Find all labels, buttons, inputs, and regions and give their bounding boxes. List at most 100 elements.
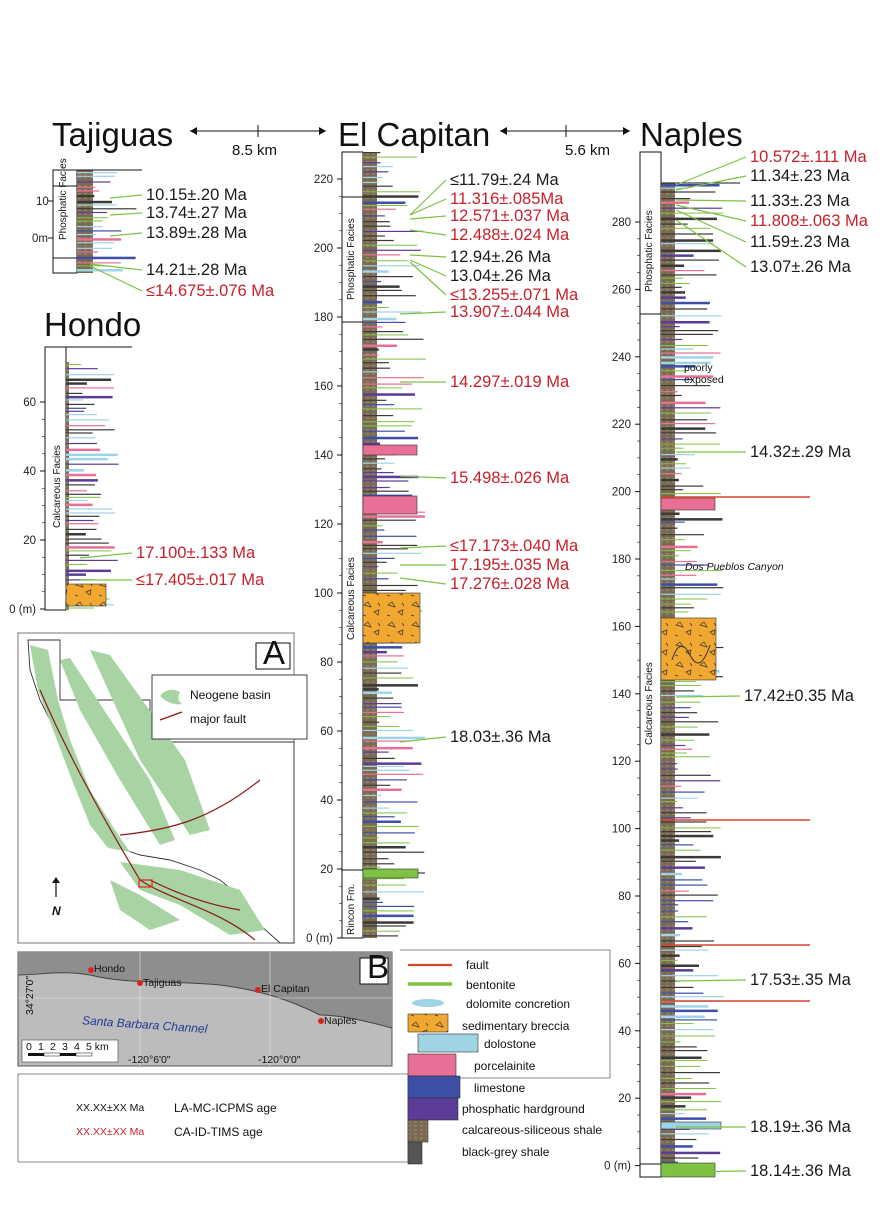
bed: [66, 453, 118, 457]
bed: [661, 817, 691, 819]
bed: [661, 212, 724, 214]
bed: [363, 300, 382, 304]
bed: [661, 527, 678, 529]
bed: [661, 423, 716, 425]
bed: [661, 744, 686, 747]
age-sample-black: XX.XX±XX Ma: [76, 1102, 144, 1114]
bed: [363, 515, 425, 518]
bed: [363, 688, 379, 691]
bed: [363, 561, 387, 563]
bed: [66, 490, 87, 492]
bed: [661, 438, 683, 440]
bed: [661, 560, 697, 563]
bed: [363, 348, 379, 351]
bed: [363, 807, 389, 809]
bed: [661, 756, 711, 758]
age-label-naples: 10.572±.111 Ma: [750, 148, 868, 166]
age-label-elcapitan: 15.498±.026 Ma: [450, 469, 570, 487]
north-arrow-label: N: [52, 904, 61, 918]
bed: [661, 975, 718, 977]
age-leader-line: [109, 194, 143, 199]
bed: [363, 535, 417, 537]
bed: [661, 443, 720, 445]
bed: [363, 166, 393, 168]
bed: [661, 467, 691, 469]
age-legend-box: [17, 1073, 409, 1163]
bed: [661, 1145, 693, 1148]
bed: [66, 496, 101, 498]
age-label-elcapitan: 17.276±.028 Ma: [450, 575, 570, 593]
place-naples: Naples: [324, 1015, 357, 1027]
naples-tick-label: 20: [618, 1093, 631, 1105]
age-leader-line: [89, 265, 143, 292]
bed: [66, 528, 97, 530]
facies-hondo: Calcareous Facies: [52, 445, 63, 528]
elcapitan-tick-label: 180: [314, 312, 333, 324]
bed: [661, 394, 682, 397]
bed: [661, 1029, 714, 1031]
bed: [363, 589, 406, 591]
bed: [66, 419, 110, 421]
bed: [66, 364, 82, 365]
bed: [363, 425, 412, 427]
bed: [363, 661, 398, 663]
bed: [661, 780, 721, 782]
bed: [77, 251, 98, 253]
bed: [363, 307, 389, 308]
bed: [363, 820, 401, 823]
title-elcapitan: El Capitan: [338, 116, 490, 153]
bed: [363, 162, 381, 164]
age-leader-line: [675, 209, 747, 243]
bed: [363, 773, 424, 775]
age-label-elcapitan: 17.195±.035 Ma: [450, 556, 570, 574]
map-a-label: A: [263, 634, 285, 671]
bed: [661, 721, 719, 723]
scale-bar-label: 2: [50, 1041, 56, 1053]
bed: [661, 326, 680, 328]
bed: [661, 352, 721, 354]
age-leader-line: [409, 198, 447, 216]
bed: [661, 227, 711, 229]
bed: [363, 921, 414, 924]
bed: [363, 866, 381, 868]
bed: [363, 897, 380, 900]
naples-tick-label: 40: [618, 1026, 631, 1038]
bed: [363, 421, 415, 423]
bed: [363, 529, 385, 531]
age-leader-line: [409, 179, 447, 216]
bed: [363, 930, 401, 932]
laicp-label: LA-MC-ICPMS age: [174, 1101, 277, 1115]
bed: [66, 442, 97, 445]
bed: [661, 980, 681, 982]
bed: [661, 684, 702, 686]
bed: [661, 701, 701, 703]
bed: [363, 480, 409, 482]
bed: [66, 579, 94, 581]
bed: [661, 1117, 707, 1120]
bed: [363, 729, 413, 732]
bed: [661, 308, 708, 310]
legend-item-limestone: limestone: [474, 1081, 526, 1095]
age-label-elcapitan: 11.316±.085Ma: [450, 190, 564, 208]
age-leader-line: [399, 577, 447, 585]
study-area-box: [138, 879, 153, 888]
bed: [661, 812, 707, 814]
bed: [661, 1109, 708, 1111]
bed: [661, 578, 677, 580]
bed: [363, 208, 396, 210]
bed: [363, 317, 397, 321]
bed: [77, 217, 108, 219]
bed: [363, 655, 404, 657]
legend-item-porcelainite: porcelainite: [474, 1059, 536, 1073]
age-label-elcapitan: ≤13.255±.071 Ma: [450, 286, 579, 304]
bed: [661, 564, 709, 566]
column-elcapitan: [341, 151, 426, 939]
note-exposed: exposed: [684, 374, 724, 386]
bed: [661, 259, 719, 261]
bed: [66, 374, 115, 376]
bed: [77, 220, 103, 222]
bed: [661, 1023, 694, 1025]
bed: [661, 1005, 709, 1008]
bed: [661, 712, 698, 714]
bed: [661, 1138, 697, 1141]
